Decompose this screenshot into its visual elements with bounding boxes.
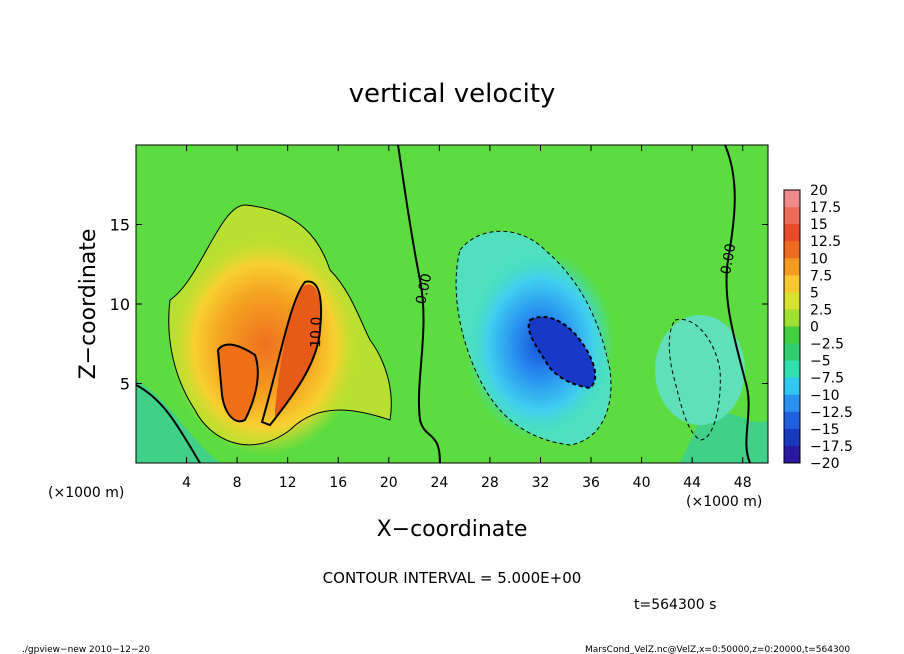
x-tick-label: 44 (683, 475, 701, 491)
ten-contour-right (260, 280, 323, 427)
negative-core (528, 316, 596, 388)
positive-core-glow (170, 235, 360, 455)
colorbar-swatch (784, 411, 800, 430)
colorbar-swatch (784, 428, 800, 447)
negative-inner-contour (527, 315, 597, 390)
x-tick-label: 20 (380, 475, 398, 491)
ten-contour-left (216, 343, 259, 423)
footer-left: ./gpview−new 2010−12−20 (22, 645, 150, 654)
positive-core-right (275, 284, 321, 420)
colorbar-label: 17.5 (810, 200, 841, 216)
colorbar-swatch (784, 207, 800, 225)
colorbar-swatch (784, 377, 800, 396)
y-tick-label: 5 (120, 375, 130, 394)
x-unit-left: (×1000 m) (48, 485, 124, 501)
footer-right: MarsCond_VelZ.nc@VelZ,x=0:50000,z=0:2000… (585, 645, 850, 654)
zero-contour-left (136, 384, 201, 463)
x-axis: 4 8 12 16 20 24 28 32 36 40 44 48 (182, 145, 752, 491)
contour-label-zero-center: 0.00 (413, 272, 435, 306)
x-tick-label: 16 (329, 475, 347, 491)
colorbar-label: 15 (810, 217, 828, 233)
x-tick-label: 48 (734, 475, 752, 491)
y-tick-label: 10 (110, 295, 130, 314)
colorbar-label: 2.5 (810, 302, 832, 318)
colorbar-label: −15 (810, 422, 840, 438)
colorbar-label: −10 (810, 388, 840, 404)
colorbar-swatch (784, 292, 800, 310)
x-tick-label: 40 (633, 475, 651, 491)
x-tick-label: 36 (582, 475, 600, 491)
time-stamp: t=564300 s (634, 597, 716, 613)
colorbar-label: −5 (810, 354, 831, 370)
y-tick-label: 15 (110, 216, 130, 235)
colorbar-swatch (784, 190, 800, 208)
colorbar-swatch (784, 360, 800, 379)
x-tick-label: 24 (430, 475, 448, 491)
negative-tail-region (655, 315, 745, 425)
colorbar-swatch (784, 394, 800, 413)
x-tick-label: 12 (279, 475, 297, 491)
colorbar-label: 12.5 (810, 234, 841, 250)
heatmap-field: 0.00 10.0 0.00 (136, 145, 768, 463)
colorbar-label: 7.5 (810, 268, 832, 284)
colorbar-swatch (784, 275, 800, 293)
positive-outline-contour (168, 204, 392, 446)
colorbar-label: −7.5 (810, 371, 844, 387)
contour-interval: CONTOUR INTERVAL = 5.000E+00 (323, 569, 582, 587)
colorbar-swatch (784, 445, 800, 464)
colorbar-label: 5 (810, 285, 819, 301)
x-tick-label: 32 (532, 475, 550, 491)
colorbar-label: −2.5 (810, 337, 844, 353)
chart-title: vertical velocity (349, 79, 556, 109)
colorbar-label: −17.5 (810, 439, 853, 455)
zero-contour-center (397, 145, 441, 463)
colorbar-swatch (784, 241, 800, 259)
positive-core-left (218, 344, 258, 422)
x-tick-label: 4 (182, 475, 191, 491)
colorbar-swatch (784, 343, 800, 362)
colorbar-swatch (784, 224, 800, 242)
contour-label-ten: 10.0 (308, 316, 325, 348)
zero-contour-right (724, 145, 751, 463)
x-unit-right: (×1000 m) (686, 494, 762, 510)
colorbar-label: 0 (810, 320, 819, 336)
y-axis: 5 10 15 (110, 216, 768, 394)
x-axis-label: X−coordinate (377, 517, 528, 542)
colorbar-swatch (784, 258, 800, 276)
colorbar-swatch (784, 309, 800, 327)
colorbar-label: −20 (810, 456, 840, 472)
colorbar-swatch (784, 326, 800, 345)
contour-label-zero-right: 0.00 (718, 242, 739, 275)
colorbar-label: 20 (810, 183, 828, 199)
colorbar-label: −12.5 (810, 405, 853, 421)
y-axis-label: Z−coordinate (76, 229, 101, 380)
x-tick-label: 8 (233, 475, 242, 491)
x-tick-label: 28 (481, 475, 499, 491)
colorbar-frame (783, 189, 801, 464)
negative-tail-contour (668, 318, 721, 441)
negative-outline-contour (455, 230, 612, 446)
colorbar-label: 10 (810, 251, 828, 267)
